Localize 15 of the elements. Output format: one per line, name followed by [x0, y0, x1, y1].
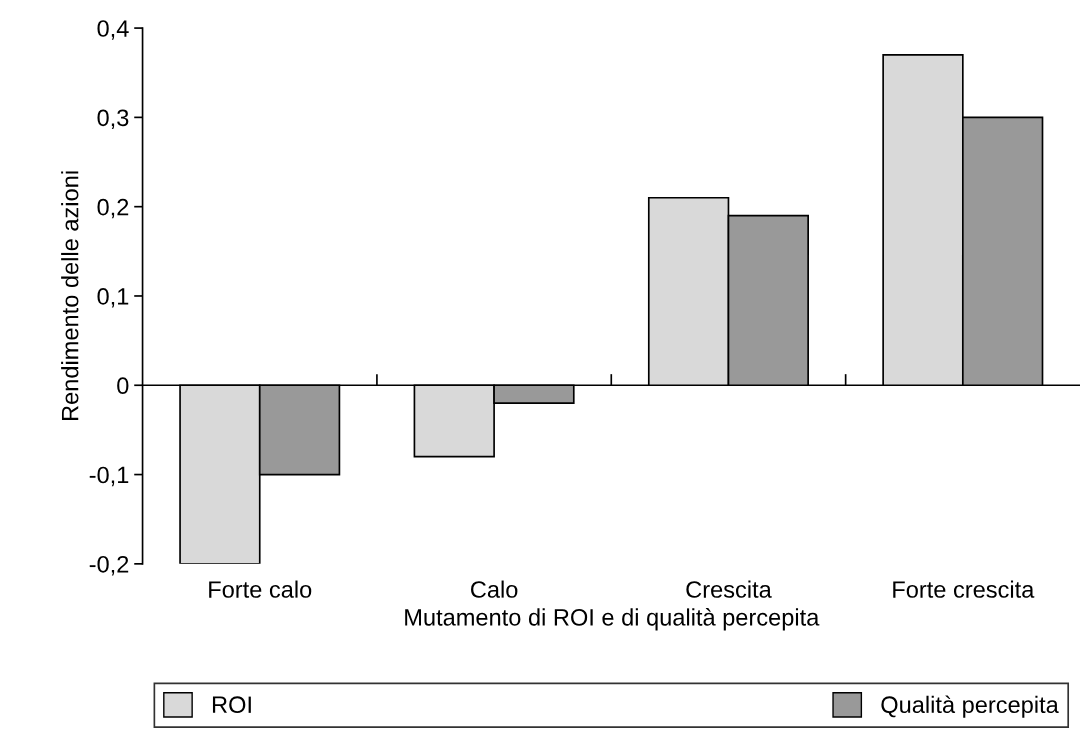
y-tick-label: 0,1 [97, 288, 129, 308]
y-tick-label: 0,2 [97, 198, 129, 219]
x-tick-label: Calo [471, 580, 518, 598]
x-tick-label: Forte crescita [893, 580, 1035, 598]
y-tick-label: 0,3 [97, 109, 129, 129]
y-tick-label: -0,2 [89, 555, 129, 576]
x-axis-title: Mutamento di ROI e di qualità percepita [405, 608, 820, 631]
legend-label: ROI [212, 696, 251, 714]
y-tick-label: -0,1 [89, 466, 129, 487]
y-tick-label: 0,4 [97, 20, 129, 40]
y-axis-title: Rendimento delle azioni [61, 171, 79, 421]
legend-label: Qualità percepita [881, 695, 1059, 718]
x-tick-label: Crescita [686, 580, 772, 598]
x-tick-label: Forte calo [209, 580, 312, 598]
y-tick-label: 0 [117, 377, 129, 395]
